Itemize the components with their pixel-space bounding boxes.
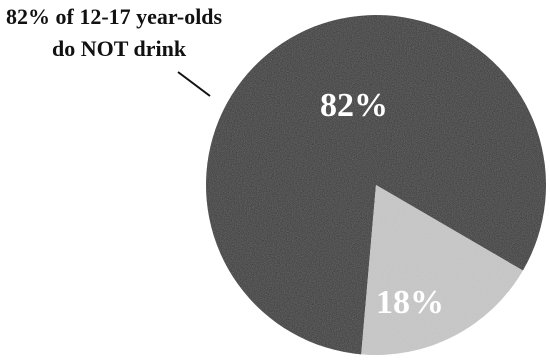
annotation-leader-line — [177, 71, 211, 97]
annotation-line-2: do NOT drink — [52, 36, 187, 61]
annotation-line-1: 82% of 12-17 year-olds — [6, 4, 223, 29]
pie-slice-18 — [361, 185, 523, 355]
slice-label-82: 82% — [320, 87, 388, 124]
slice-label-18: 18% — [376, 284, 444, 321]
pie-slice-82 — [206, 14, 547, 355]
